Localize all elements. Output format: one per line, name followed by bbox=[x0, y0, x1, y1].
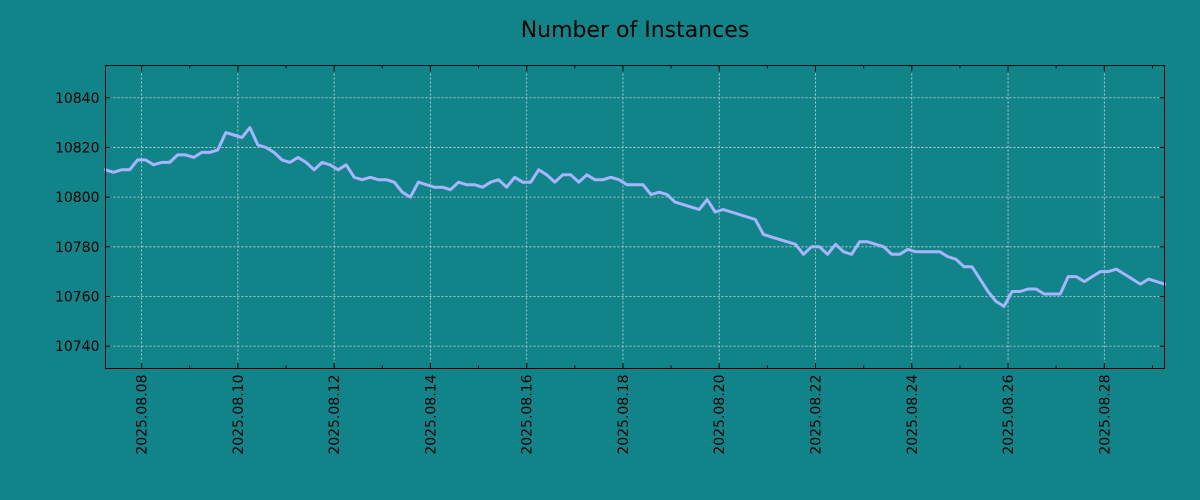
x-tick-label: 2025.08.26 bbox=[1001, 374, 1017, 454]
chart-title: Number of Instances bbox=[521, 18, 750, 43]
axes: 10740 10760 10780 10800 10820 10840 2025.08.08… bbox=[55, 65, 1165, 455]
y-tick-label: 10840 bbox=[55, 91, 100, 107]
series-line-0 bbox=[104, 126, 1166, 308]
y-tick-label: 10760 bbox=[55, 289, 100, 305]
y-tick-label: 10740 bbox=[55, 339, 100, 355]
x-tick-label: 2025.08.14 bbox=[423, 374, 439, 454]
x-tick-label: 2025.08.28 bbox=[1097, 375, 1113, 455]
x-tick-label: 2025.08.16 bbox=[520, 374, 536, 454]
x-tick-label: 2025.08.12 bbox=[327, 375, 343, 455]
x-tick-label: 2025.08.10 bbox=[231, 375, 247, 455]
x-tick-label: 2025.08.22 bbox=[809, 375, 825, 455]
x-tick-label: 2025.08.24 bbox=[905, 374, 921, 454]
x-tick-label: 2025.08.20 bbox=[712, 375, 728, 455]
y-tick-label: 10780 bbox=[55, 240, 100, 256]
y-tick-label: 10820 bbox=[55, 140, 100, 156]
grid bbox=[105, 65, 1165, 369]
x-tick-label: 2025.08.18 bbox=[616, 375, 632, 455]
x-tick-label: 2025.08.08 bbox=[135, 375, 151, 455]
series-layer bbox=[104, 126, 1166, 308]
plot-frame bbox=[105, 65, 1165, 369]
y-tick-label: 10800 bbox=[55, 190, 100, 206]
